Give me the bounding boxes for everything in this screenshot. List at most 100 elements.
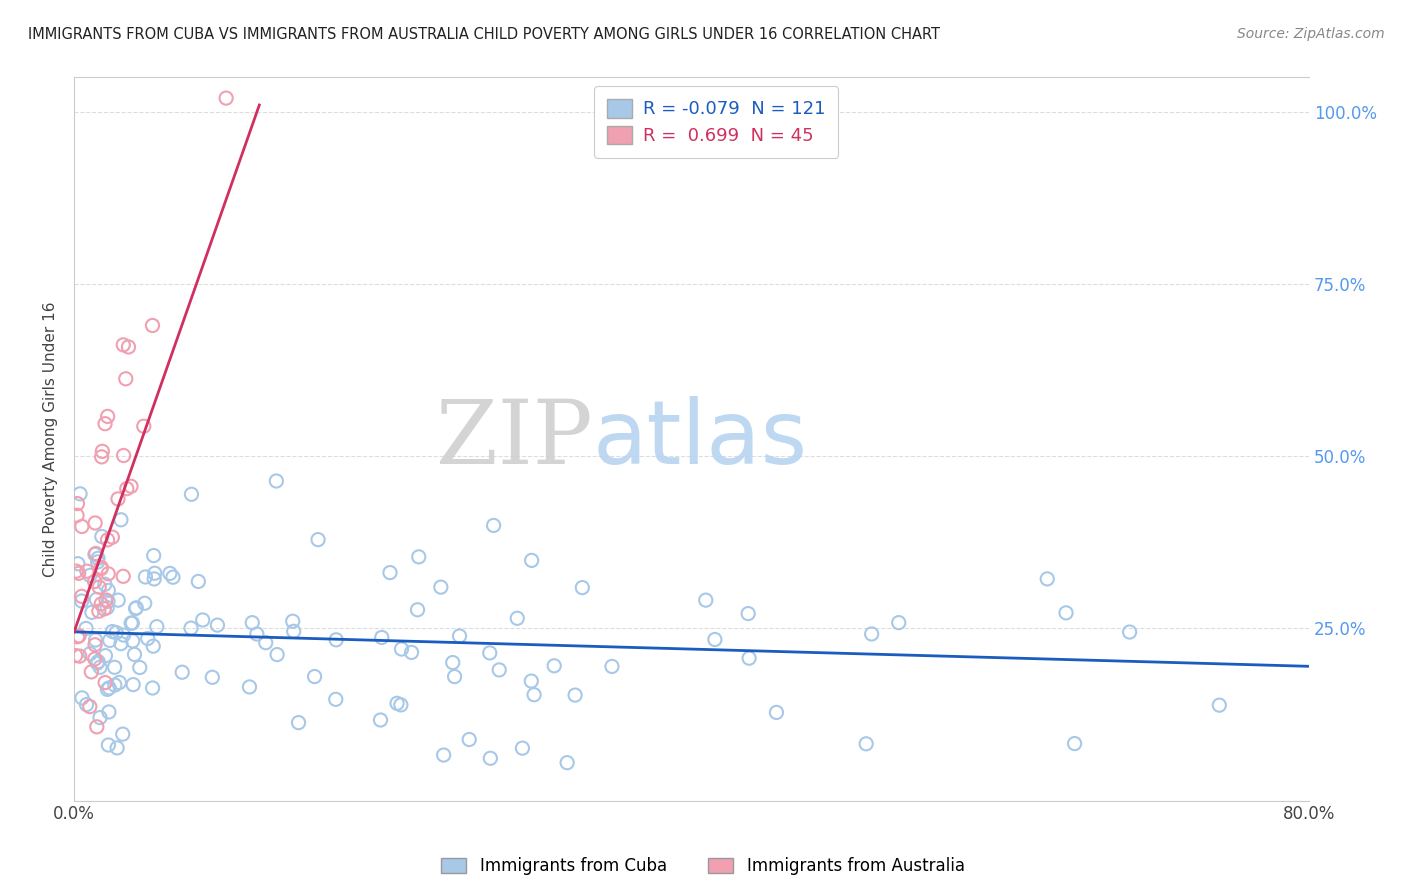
Point (142, 639, 165, 653)
Point (430, 580, 453, 594)
Point (94, 675, 117, 690)
Point (246, 627, 269, 641)
Point (378, 566, 401, 580)
Point (266, 648, 288, 662)
Point (97, 594, 120, 608)
Point (738, 651, 761, 665)
Point (506, 611, 529, 625)
Point (66, 508, 89, 523)
Point (370, 713, 392, 727)
Point (1036, 572, 1059, 586)
Legend: R = -0.079  N = 121, R =  0.699  N = 45: R = -0.079 N = 121, R = 0.699 N = 45 (595, 87, 838, 158)
Point (281, 614, 304, 628)
Y-axis label: Child Poverty Among Girls Under 16: Child Poverty Among Girls Under 16 (44, 301, 58, 577)
Point (458, 732, 481, 747)
Point (215, 91, 238, 105)
Point (122, 678, 145, 692)
Point (855, 737, 877, 751)
Point (180, 621, 202, 635)
Point (433, 747, 456, 762)
Point (86, 555, 108, 569)
Point (94, 648, 117, 663)
Point (401, 645, 423, 659)
Point (97, 583, 120, 598)
Point (90, 560, 112, 574)
Point (110, 637, 132, 651)
Point (108, 675, 131, 690)
Point (79, 699, 101, 714)
Point (543, 658, 565, 673)
Point (70, 519, 93, 533)
Point (89, 710, 111, 724)
Point (69, 487, 91, 501)
Point (134, 596, 156, 610)
Point (307, 533, 329, 547)
Point (112, 338, 135, 352)
Point (104, 678, 127, 692)
Point (238, 680, 260, 694)
Point (66, 557, 89, 571)
Point (159, 566, 181, 581)
Point (101, 530, 124, 544)
Point (479, 751, 502, 765)
Point (75, 622, 97, 636)
Point (128, 660, 150, 674)
Point (86, 592, 108, 607)
Point (86, 656, 108, 670)
Point (187, 574, 209, 589)
Point (207, 618, 229, 632)
Point (84, 638, 107, 652)
Point (70, 590, 93, 604)
Point (488, 663, 510, 677)
Point (482, 518, 505, 533)
Point (142, 681, 165, 695)
Point (266, 474, 288, 488)
Point (66, 497, 89, 511)
Point (76, 564, 98, 578)
Point (520, 553, 543, 567)
Point (304, 669, 326, 683)
Point (523, 688, 546, 702)
Point (94, 593, 117, 607)
Point (84, 516, 107, 530)
Point (80, 606, 103, 620)
Point (441, 656, 464, 670)
Point (98, 633, 121, 648)
Text: ZIP: ZIP (436, 395, 593, 483)
Point (84, 546, 107, 560)
Point (96, 600, 118, 615)
Point (80, 665, 103, 679)
Point (94, 417, 117, 431)
Point (117, 340, 139, 354)
Point (110, 513, 132, 527)
Point (87, 655, 110, 669)
Point (571, 581, 593, 595)
Point (287, 715, 309, 730)
Point (111, 727, 134, 741)
Point (120, 616, 142, 631)
Point (240, 615, 263, 630)
Point (65, 648, 87, 663)
Point (97, 409, 120, 424)
Point (703, 632, 725, 647)
Point (65, 564, 87, 578)
Point (325, 632, 347, 647)
Point (408, 549, 430, 564)
Point (1054, 606, 1077, 620)
Text: atlas: atlas (593, 395, 808, 483)
Point (120, 479, 142, 493)
Legend: Immigrants from Cuba, Immigrants from Australia: Immigrants from Cuba, Immigrants from Au… (434, 851, 972, 882)
Point (143, 572, 166, 586)
Point (67, 629, 90, 643)
Point (69, 649, 91, 664)
Point (67, 566, 90, 581)
Point (146, 620, 169, 634)
Point (737, 607, 759, 621)
Point (83, 652, 105, 666)
Point (325, 692, 347, 706)
Point (143, 566, 166, 581)
Text: IMMIGRANTS FROM CUBA VS IMMIGRANTS FROM AUSTRALIA CHILD POVERTY AMONG GIRLS UNDE: IMMIGRANTS FROM CUBA VS IMMIGRANTS FROM … (28, 27, 941, 42)
Point (134, 570, 156, 584)
Point (1063, 737, 1085, 751)
Point (91, 444, 114, 458)
